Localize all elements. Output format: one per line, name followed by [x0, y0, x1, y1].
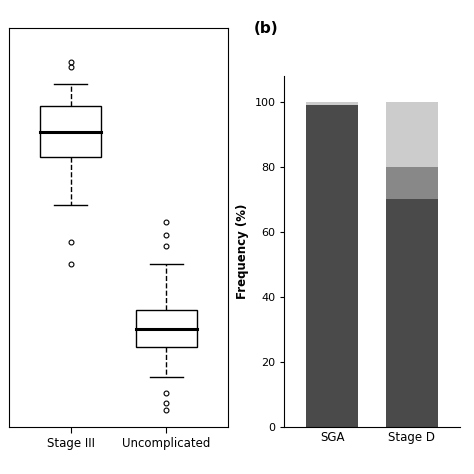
Bar	[306, 105, 358, 427]
Text: (b): (b)	[254, 21, 278, 36]
Bar	[136, 310, 197, 347]
Bar	[306, 102, 358, 105]
Bar	[386, 167, 438, 199]
Y-axis label: Frequency (%): Frequency (%)	[236, 203, 249, 299]
Bar	[386, 199, 438, 427]
Bar	[40, 106, 101, 157]
Bar	[386, 102, 438, 167]
